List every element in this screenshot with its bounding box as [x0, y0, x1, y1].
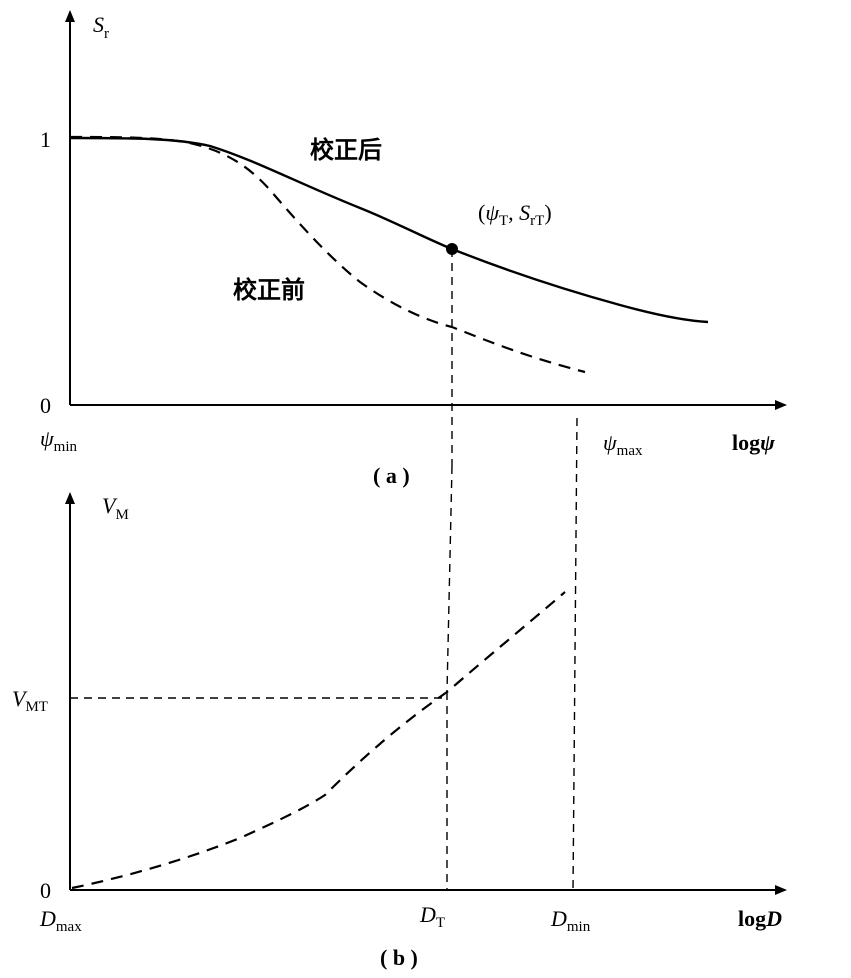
panel-b-dmax-label: Dmax: [39, 906, 82, 935]
panel-b-caption: ( b ): [380, 945, 418, 970]
curve-vm: [71, 591, 566, 890]
panel-b-dt-label: DT: [419, 902, 445, 931]
label-after-correction: 校正后: [310, 136, 382, 164]
panel-a-psi-min-label: ψmin: [40, 426, 78, 455]
threshold-point-label: (ψT, SrT): [478, 200, 552, 229]
label-before-correction: 校正前: [233, 276, 305, 304]
curve-after-correction: [69, 136, 709, 324]
panel-a-x-axis-label: logψ: [732, 430, 775, 455]
panel-a-caption: ( a ): [373, 463, 410, 488]
panel-a-y-axis-label: Sr: [93, 12, 109, 42]
curve-before-correction: [69, 135, 586, 374]
panel-a: Sr 1 0 ψmin ψmax logψ 校正后 校正前 (ψT, SrT) …: [40, 10, 787, 488]
panel-a-tick-1: 1: [40, 127, 51, 152]
panel-a-tick-0: 0: [40, 393, 51, 418]
panel-a-psi-max-label: ψmax: [603, 430, 643, 459]
guide-psi-t-to-dt: [446, 465, 453, 693]
panel-b-tick-vmt: VMT: [12, 686, 48, 715]
panel-b-x-axis-label: logD: [738, 906, 782, 931]
guide-psi-max-to-dmin: [572, 417, 578, 891]
panel-b-tick-0: 0: [40, 878, 51, 903]
panel-b-y-axis-label: VM: [102, 493, 129, 523]
panel-b-dmin-label: Dmin: [550, 906, 591, 935]
panel-b: VM VMT 0 Dmax DT Dmin logD ( b ): [12, 492, 787, 970]
